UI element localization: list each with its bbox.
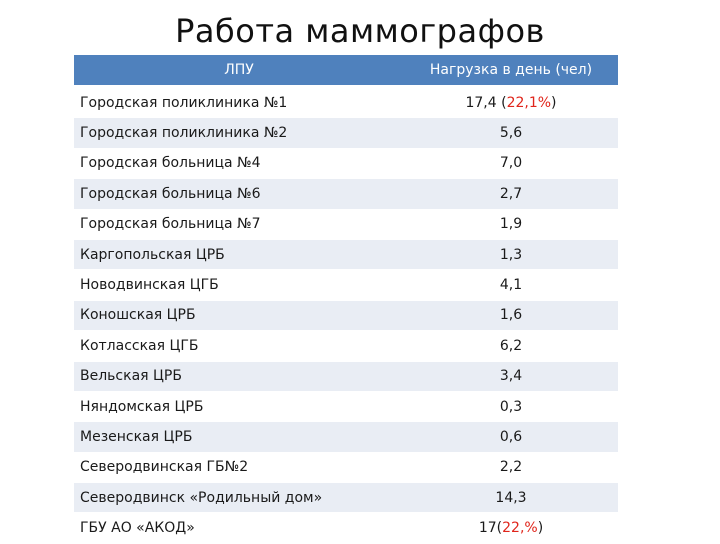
column-header-facility: ЛПУ — [74, 55, 404, 88]
load-value: 1,9 — [404, 209, 618, 240]
daily-load: 17(22,%) — [404, 512, 618, 544]
load-value: 3,4 — [404, 361, 618, 392]
load-value: 2,2 — [404, 452, 618, 484]
daily-load: 17,4 (22,1%) — [404, 86, 618, 119]
facility-name: Котласская ЦГБ — [74, 330, 404, 362]
facility-name: Городская поликлиника №2 — [74, 117, 404, 149]
note-close: ) — [551, 94, 557, 111]
load-value: 17 — [478, 520, 497, 537]
table-row: Городская поликлиника №2 5,6 — [74, 117, 618, 149]
load-value: 0,6 — [404, 421, 618, 453]
facility-name: Городская поликлиника №1 — [74, 86, 404, 119]
table-row: Няндомская ЦРБ 0,3 — [74, 391, 618, 423]
table-header-row: ЛПУ Нагрузка в день (чел) — [74, 55, 618, 88]
note-close: ) — [537, 520, 544, 537]
facility-name: Городская больница №4 — [74, 148, 404, 180]
page-title: Работа маммографов — [175, 12, 545, 50]
table-row: Вельская ЦРБ 3,4 — [74, 361, 618, 392]
load-value: 17,4 — [465, 94, 497, 111]
table-row: Городская больница №6 2,7 — [74, 178, 618, 210]
load-value: 1,6 — [404, 300, 618, 332]
table-row: Котласская ЦГБ 6,2 — [74, 330, 618, 362]
facility-name: ГБУ АО «АКОД» — [74, 512, 404, 544]
facility-name: Няндомская ЦРБ — [74, 391, 404, 423]
table-row: Северодвинская ГБ№2 2,2 — [74, 452, 618, 484]
share-percent: 22,1% — [506, 94, 552, 111]
table-row: Каргопольская ЦРБ 1,3 — [74, 239, 618, 271]
facility-name: Северодвинск «Родильный дом» — [74, 482, 404, 514]
workload-table: ЛПУ Нагрузка в день (чел) Городская поли… — [74, 55, 618, 544]
load-value: 5,6 — [404, 117, 618, 149]
facility-name: Каргопольская ЦРБ — [74, 239, 404, 271]
load-value: 7,0 — [404, 148, 618, 180]
table-row: Городская поликлиника №1 17,4 (22,1%) — [74, 86, 618, 119]
facility-name: Вельская ЦРБ — [74, 361, 404, 392]
load-value: 14,3 — [404, 482, 618, 514]
column-header-load: Нагрузка в день (чел) — [404, 55, 618, 88]
facility-name: Северодвинская ГБ№2 — [74, 452, 404, 484]
facility-name: Мезенская ЦРБ — [74, 421, 404, 453]
facility-name: Городская больница №6 — [74, 178, 404, 210]
load-value: 4,1 — [404, 269, 618, 301]
table-row: Северодвинск «Родильный дом» 14,3 — [74, 482, 618, 514]
load-value: 6,2 — [404, 330, 618, 362]
table-row: Городская больница №4 7,0 — [74, 148, 618, 180]
note-open: ( — [496, 94, 507, 111]
load-value: 0,3 — [404, 391, 618, 423]
load-value: 1,3 — [404, 239, 618, 271]
table-row: Новодвинская ЦГБ 4,1 — [74, 269, 618, 301]
load-value: 2,7 — [404, 178, 618, 210]
facility-name: Городская больница №7 — [74, 209, 404, 240]
table-row: ГБУ АО «АКОД» 17(22,%) — [74, 512, 618, 544]
share-percent: 22,% — [502, 520, 538, 537]
table-row: Мезенская ЦРБ 0,6 — [74, 421, 618, 453]
note-open: ( — [496, 520, 503, 537]
facility-name: Коношская ЦРБ — [74, 300, 404, 332]
table-row: Коношская ЦРБ 1,6 — [74, 300, 618, 332]
table-row: Городская больница №7 1,9 — [74, 209, 618, 240]
facility-name: Новодвинская ЦГБ — [74, 269, 404, 301]
